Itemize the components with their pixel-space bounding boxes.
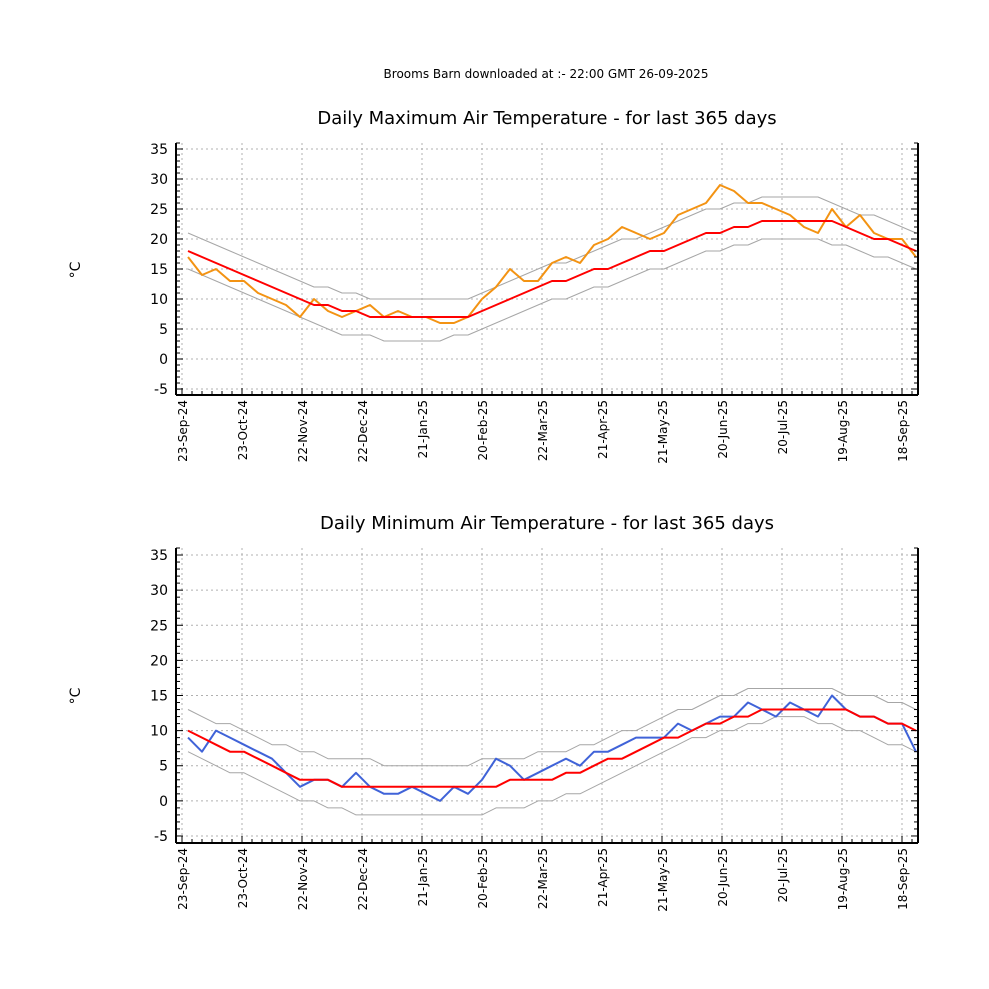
y-tick-label: 30 bbox=[150, 583, 168, 599]
y-tick-label: 0 bbox=[159, 794, 168, 810]
max-temp-chart: Daily Maximum Air Temperature - for last… bbox=[68, 108, 919, 464]
x-tick-label: 18-Sep-25 bbox=[896, 848, 910, 910]
x-tick-label: 23-Sep-24 bbox=[176, 400, 190, 462]
y-tick-label: 10 bbox=[150, 724, 168, 740]
x-tick-label: 20-Feb-25 bbox=[476, 400, 490, 460]
series-daily-line bbox=[187, 694, 917, 802]
x-tick-label: 20-Jul-25 bbox=[776, 400, 790, 454]
x-tick-label: 19-Aug-25 bbox=[836, 400, 850, 462]
chart-title: Daily Maximum Air Temperature - for last… bbox=[317, 108, 776, 129]
y-tick-label: 35 bbox=[150, 548, 168, 564]
chart-title: Daily Minimum Air Temperature - for last… bbox=[320, 513, 774, 534]
series-daily-line bbox=[187, 184, 917, 324]
series-mean-line bbox=[187, 220, 917, 318]
y-tick-label: 20 bbox=[150, 653, 168, 669]
chart-subtitle: Brooms Barn downloaded at :- 22:00 GMT 2… bbox=[383, 67, 709, 81]
y-tick-label: 20 bbox=[150, 232, 168, 248]
series-lower-line bbox=[187, 238, 917, 342]
x-tick-label: 23-Oct-24 bbox=[236, 400, 250, 460]
min-temp-chart: Daily Minimum Air Temperature - for last… bbox=[68, 513, 919, 912]
y-tick-label: 0 bbox=[159, 352, 168, 368]
series-lower-line bbox=[187, 716, 917, 816]
y-tick-label: -5 bbox=[154, 382, 168, 398]
x-tick-label: 21-Jan-25 bbox=[416, 848, 430, 906]
x-tick-label: 21-Apr-25 bbox=[596, 848, 610, 907]
x-tick-label: 21-May-25 bbox=[656, 400, 670, 464]
y-tick-label: 25 bbox=[150, 618, 168, 634]
x-tick-label: 22-Mar-25 bbox=[536, 848, 550, 909]
y-tick-label: 5 bbox=[159, 759, 168, 775]
series-mean-line bbox=[187, 708, 917, 788]
x-tick-label: 20-Jun-25 bbox=[716, 400, 730, 459]
x-tick-label: 21-Apr-25 bbox=[596, 400, 610, 459]
x-tick-label: 20-Feb-25 bbox=[476, 848, 490, 908]
y-axis-label: °C bbox=[68, 261, 84, 278]
y-tick-label: 35 bbox=[150, 142, 168, 158]
x-tick-label: 18-Sep-25 bbox=[896, 400, 910, 462]
y-tick-label: 15 bbox=[150, 262, 168, 278]
y-tick-label: 30 bbox=[150, 172, 168, 188]
series-upper-line bbox=[187, 688, 917, 767]
y-tick-label: 15 bbox=[150, 689, 168, 705]
y-tick-label: 5 bbox=[159, 322, 168, 338]
x-tick-label: 22-Dec-24 bbox=[356, 400, 370, 462]
x-tick-label: 23-Sep-24 bbox=[176, 848, 190, 910]
x-tick-label: 22-Nov-24 bbox=[296, 400, 310, 462]
y-axis-label: °C bbox=[68, 687, 84, 704]
series-upper-line bbox=[187, 196, 917, 300]
y-tick-label: -5 bbox=[154, 829, 168, 845]
x-tick-label: 21-May-25 bbox=[656, 848, 670, 912]
x-tick-label: 23-Oct-24 bbox=[236, 848, 250, 908]
x-tick-label: 22-Dec-24 bbox=[356, 848, 370, 910]
x-tick-label: 21-Jan-25 bbox=[416, 400, 430, 458]
x-tick-label: 20-Jul-25 bbox=[776, 848, 790, 902]
y-tick-label: 10 bbox=[150, 292, 168, 308]
x-tick-label: 22-Nov-24 bbox=[296, 848, 310, 910]
y-tick-label: 25 bbox=[150, 202, 168, 218]
x-tick-label: 20-Jun-25 bbox=[716, 848, 730, 907]
x-tick-label: 19-Aug-25 bbox=[836, 848, 850, 910]
x-tick-label: 22-Mar-25 bbox=[536, 400, 550, 461]
